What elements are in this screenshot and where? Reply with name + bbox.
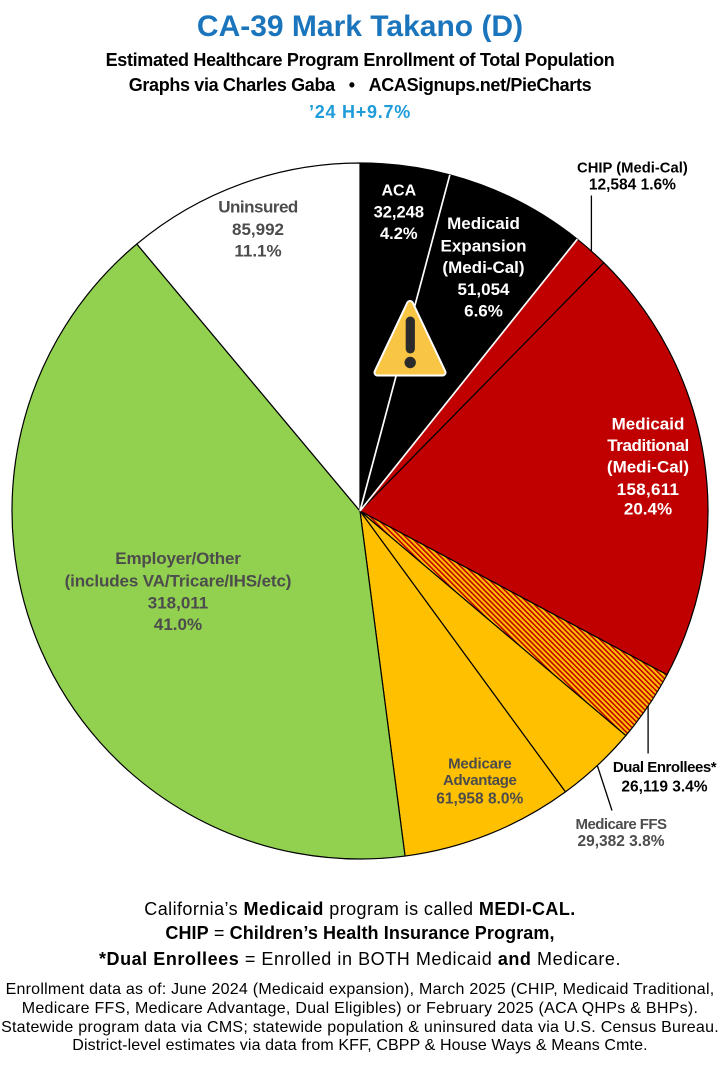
svg-text:Dual Enrollees*26,119 3.4%: Dual Enrollees* 26,119 3.4% [613, 759, 717, 795]
svg-text:Employer/Other(includes VA/Tri: Employer/Other (includes VA/Tricare/IHS/e… [65, 549, 292, 634]
svg-text:CHIP (Medi-Cal)12,584 1.6%: CHIP (Medi-Cal) 12,584 1.6% [577, 160, 688, 193]
